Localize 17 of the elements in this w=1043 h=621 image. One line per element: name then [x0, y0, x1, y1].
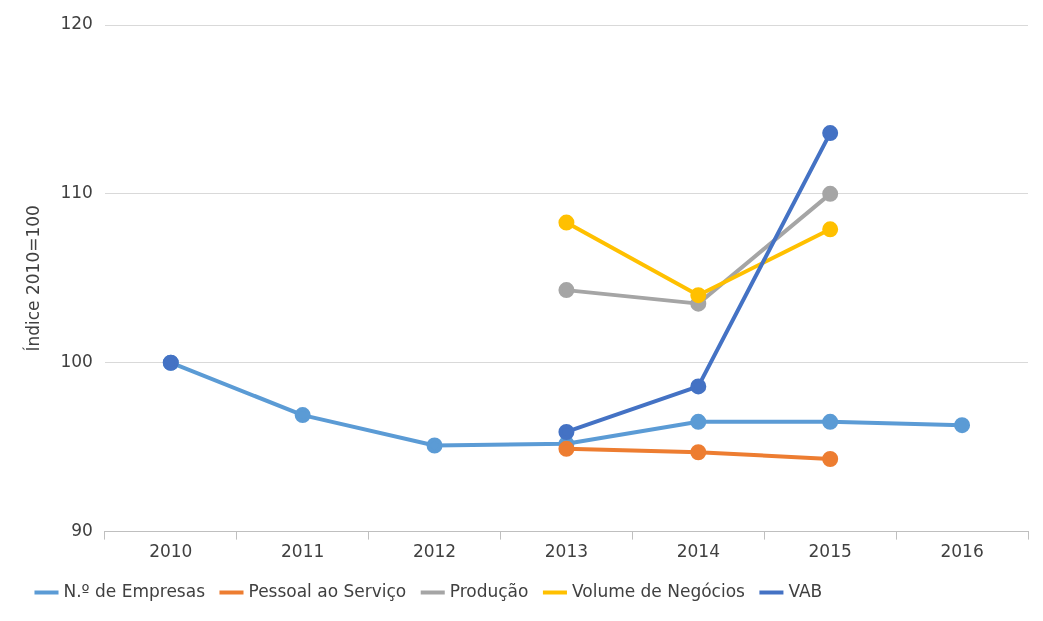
- legend-label: N.º de Empresas: [63, 580, 206, 601]
- y-axis-title: Índice 2010=100: [21, 205, 43, 352]
- legend-label: Volume de Negócios: [571, 580, 746, 601]
- y-tick-label: 90: [71, 520, 93, 541]
- x-tick-label: 2014: [676, 541, 720, 562]
- x-tick-label: 2013: [544, 541, 589, 562]
- legend-label: Pessoal ao Serviço: [248, 580, 407, 601]
- x-tick-label: 2016: [940, 541, 984, 562]
- x-tick-label: 2011: [281, 541, 325, 562]
- legend-label: VAB: [788, 580, 823, 601]
- y-tick-label: 100: [60, 351, 93, 372]
- x-tick-label: 2015: [808, 541, 852, 562]
- legend-label: Produção: [449, 580, 529, 601]
- y-tick-label: 110: [60, 182, 93, 203]
- x-tick-label: 2010: [149, 541, 193, 562]
- x-tick-label: 2012: [412, 541, 457, 562]
- y-tick-label: 120: [60, 13, 93, 34]
